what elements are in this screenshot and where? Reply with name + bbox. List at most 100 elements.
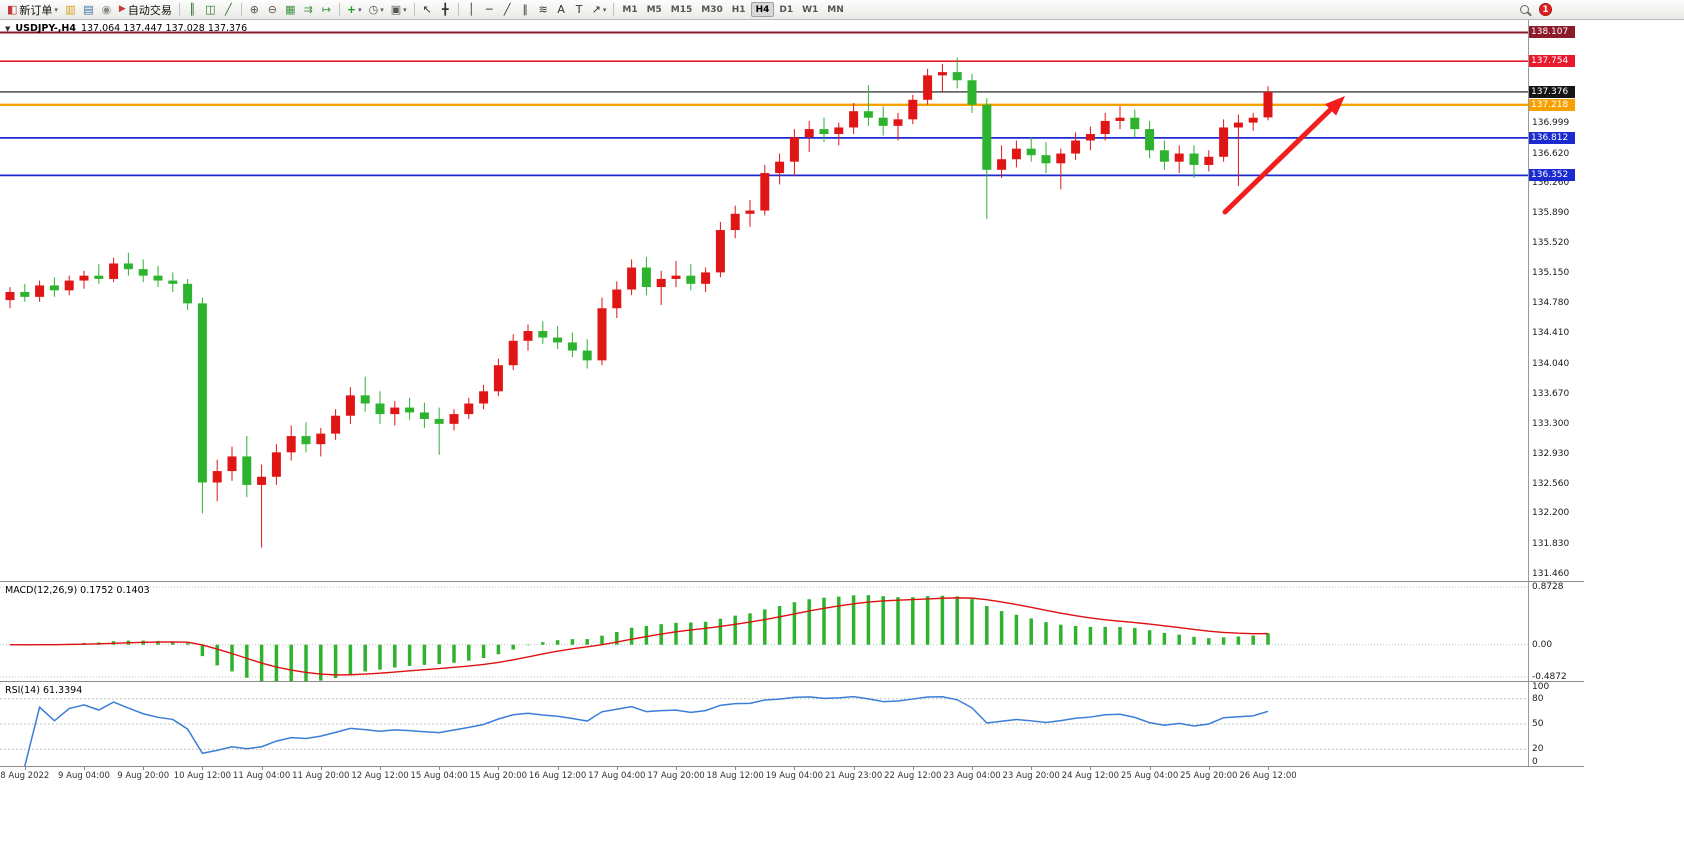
text-icon: A: [557, 3, 565, 16]
timeframe-button-m1[interactable]: M1: [622, 4, 638, 15]
time-tick: [853, 767, 855, 770]
time-tick: [912, 767, 914, 770]
indicators-button[interactable]: + ▾: [344, 1, 365, 18]
timeframe-button-h4[interactable]: H4: [750, 2, 775, 17]
candlestick-button[interactable]: ◫: [202, 1, 219, 18]
macd-axis[interactable]: 0.8728 0.00 -0.4872: [1528, 582, 1584, 681]
profiles-button[interactable]: ▤: [80, 1, 97, 18]
timeframe-button-m30[interactable]: M30: [701, 4, 723, 15]
channel-icon: ∥: [522, 3, 528, 16]
horizontal-line-button[interactable]: ─: [481, 1, 498, 18]
time-axis-label: 11 Aug 04:00: [232, 771, 291, 781]
timeframe-button-mn[interactable]: MN: [827, 4, 844, 15]
candle-body: [849, 111, 859, 128]
timeframe-button-h1[interactable]: H1: [731, 4, 746, 15]
candle-body: [1056, 153, 1066, 164]
macd-axis-label: 0.8728: [1532, 582, 1564, 593]
candle-body: [997, 159, 1007, 170]
panel-divider[interactable]: [0, 766, 1584, 767]
symbol-label: USDJPY-,H4: [15, 23, 76, 34]
price-axis-label: 133.300: [1532, 418, 1570, 429]
price-axis[interactable]: 136.999 136.620 136.260 135.890 135.520 135.1…: [1528, 20, 1584, 581]
timeframe-button-w1[interactable]: W1: [802, 4, 819, 15]
candle-body: [982, 104, 992, 170]
fibonacci-icon: ≋: [538, 3, 548, 16]
templates-button[interactable]: ▣ ▾: [388, 1, 410, 18]
candle-body: [819, 129, 829, 134]
time-tick: [1268, 767, 1269, 770]
price-axis-label: 136.999: [1532, 117, 1570, 128]
candle-body: [1115, 117, 1125, 121]
candle-body: [375, 403, 385, 415]
refresh-button[interactable]: ◉: [98, 1, 115, 18]
new-chart-button[interactable]: ▥: [62, 1, 79, 18]
time-axis[interactable]: 8 Aug 2022 9 Aug 04:00 9 Aug 20:00 10 Aug 1…: [0, 767, 1584, 786]
price-axis-label: 135.520: [1532, 238, 1570, 249]
price-chart-panel: ▼ USDJPY-,H4 137.064 137.447 137.028 137…: [0, 20, 1584, 581]
zoom-out-button[interactable]: ⊖: [264, 1, 281, 18]
arrow-tools-button[interactable]: ↗ ▾: [589, 1, 610, 18]
candle-body: [345, 395, 355, 416]
vertical-line-button[interactable]: │: [463, 1, 480, 18]
candle-body: [1174, 153, 1184, 162]
notification-badge[interactable]: 1: [1539, 3, 1552, 16]
fibonacci-button[interactable]: ≋: [535, 1, 552, 18]
price-axis-label: 132.560: [1532, 479, 1570, 490]
autotrade-button[interactable]: ▶ 自动交易: [116, 1, 175, 18]
price-chart-canvas[interactable]: [0, 20, 1528, 581]
search-icon[interactable]: [1520, 5, 1529, 14]
trendline-button[interactable]: ╱: [499, 1, 516, 18]
candle-body: [138, 269, 148, 276]
auto-scroll-button[interactable]: ⇉: [300, 1, 317, 18]
toolbar-separator: [613, 3, 615, 16]
candle-body: [434, 418, 444, 424]
channel-button[interactable]: ∥: [517, 1, 534, 18]
tile-windows-button[interactable]: ▦: [282, 1, 299, 18]
candle-body: [1085, 133, 1095, 141]
toolbar-right-group: 1: [1520, 3, 1552, 16]
rsi-axis[interactable]: 100 80 50 20 0: [1528, 682, 1584, 766]
zoom-in-button[interactable]: ⊕: [246, 1, 263, 18]
rsi-panel: RSI(14) 61.3394 100 80 50 20 0: [0, 682, 1584, 766]
price-axis-label: 132.200: [1532, 508, 1570, 519]
panel-divider[interactable]: [0, 681, 1584, 682]
candle-body: [212, 471, 222, 483]
timeframe-button-m15[interactable]: M15: [670, 4, 693, 15]
text-label-button[interactable]: T: [571, 1, 588, 18]
panel-divider[interactable]: [0, 581, 1584, 582]
time-tick: [1031, 767, 1033, 770]
new-order-button[interactable]: ◧ 新订单 ▾: [4, 1, 61, 18]
macd-signal-line: [9, 597, 1269, 676]
chevron-down-icon: ▾: [380, 5, 384, 14]
crosshair-button[interactable]: ╋: [437, 1, 454, 18]
time-tick: [320, 767, 322, 770]
rsi-axis-label: 80: [1532, 693, 1544, 704]
price-level-chip: 138.107: [1529, 26, 1575, 39]
candle-body: [449, 414, 459, 424]
candle-body: [316, 433, 326, 445]
periods-button[interactable]: ◷ ▾: [366, 1, 387, 18]
candle-body: [656, 278, 666, 288]
rsi-canvas[interactable]: [0, 682, 1528, 766]
symbol-collapse-icon[interactable]: ▼: [5, 24, 11, 33]
chart-shift-button[interactable]: ↦: [318, 1, 335, 18]
candle-body: [908, 99, 918, 120]
candle-body: [390, 407, 400, 415]
candle-body: [1041, 155, 1051, 164]
candle-body: [257, 476, 267, 485]
line-chart-button[interactable]: ╱: [220, 1, 237, 18]
timeframe-button-d1[interactable]: D1: [779, 4, 794, 15]
time-tick: [498, 767, 500, 770]
bar-chart-button[interactable]: ║: [184, 1, 201, 18]
time-axis-label: 25 Aug 20:00: [1180, 771, 1238, 781]
candle-body: [20, 291, 30, 297]
toolbar-separator: [413, 3, 415, 16]
macd-canvas[interactable]: [0, 582, 1528, 681]
line-chart-icon: ╱: [225, 3, 232, 16]
text-button[interactable]: A: [553, 1, 570, 18]
timeframe-button-m5[interactable]: M5: [646, 4, 662, 15]
time-tick: [735, 767, 737, 770]
cursor-button[interactable]: ↖: [419, 1, 436, 18]
candle-body: [538, 331, 548, 338]
